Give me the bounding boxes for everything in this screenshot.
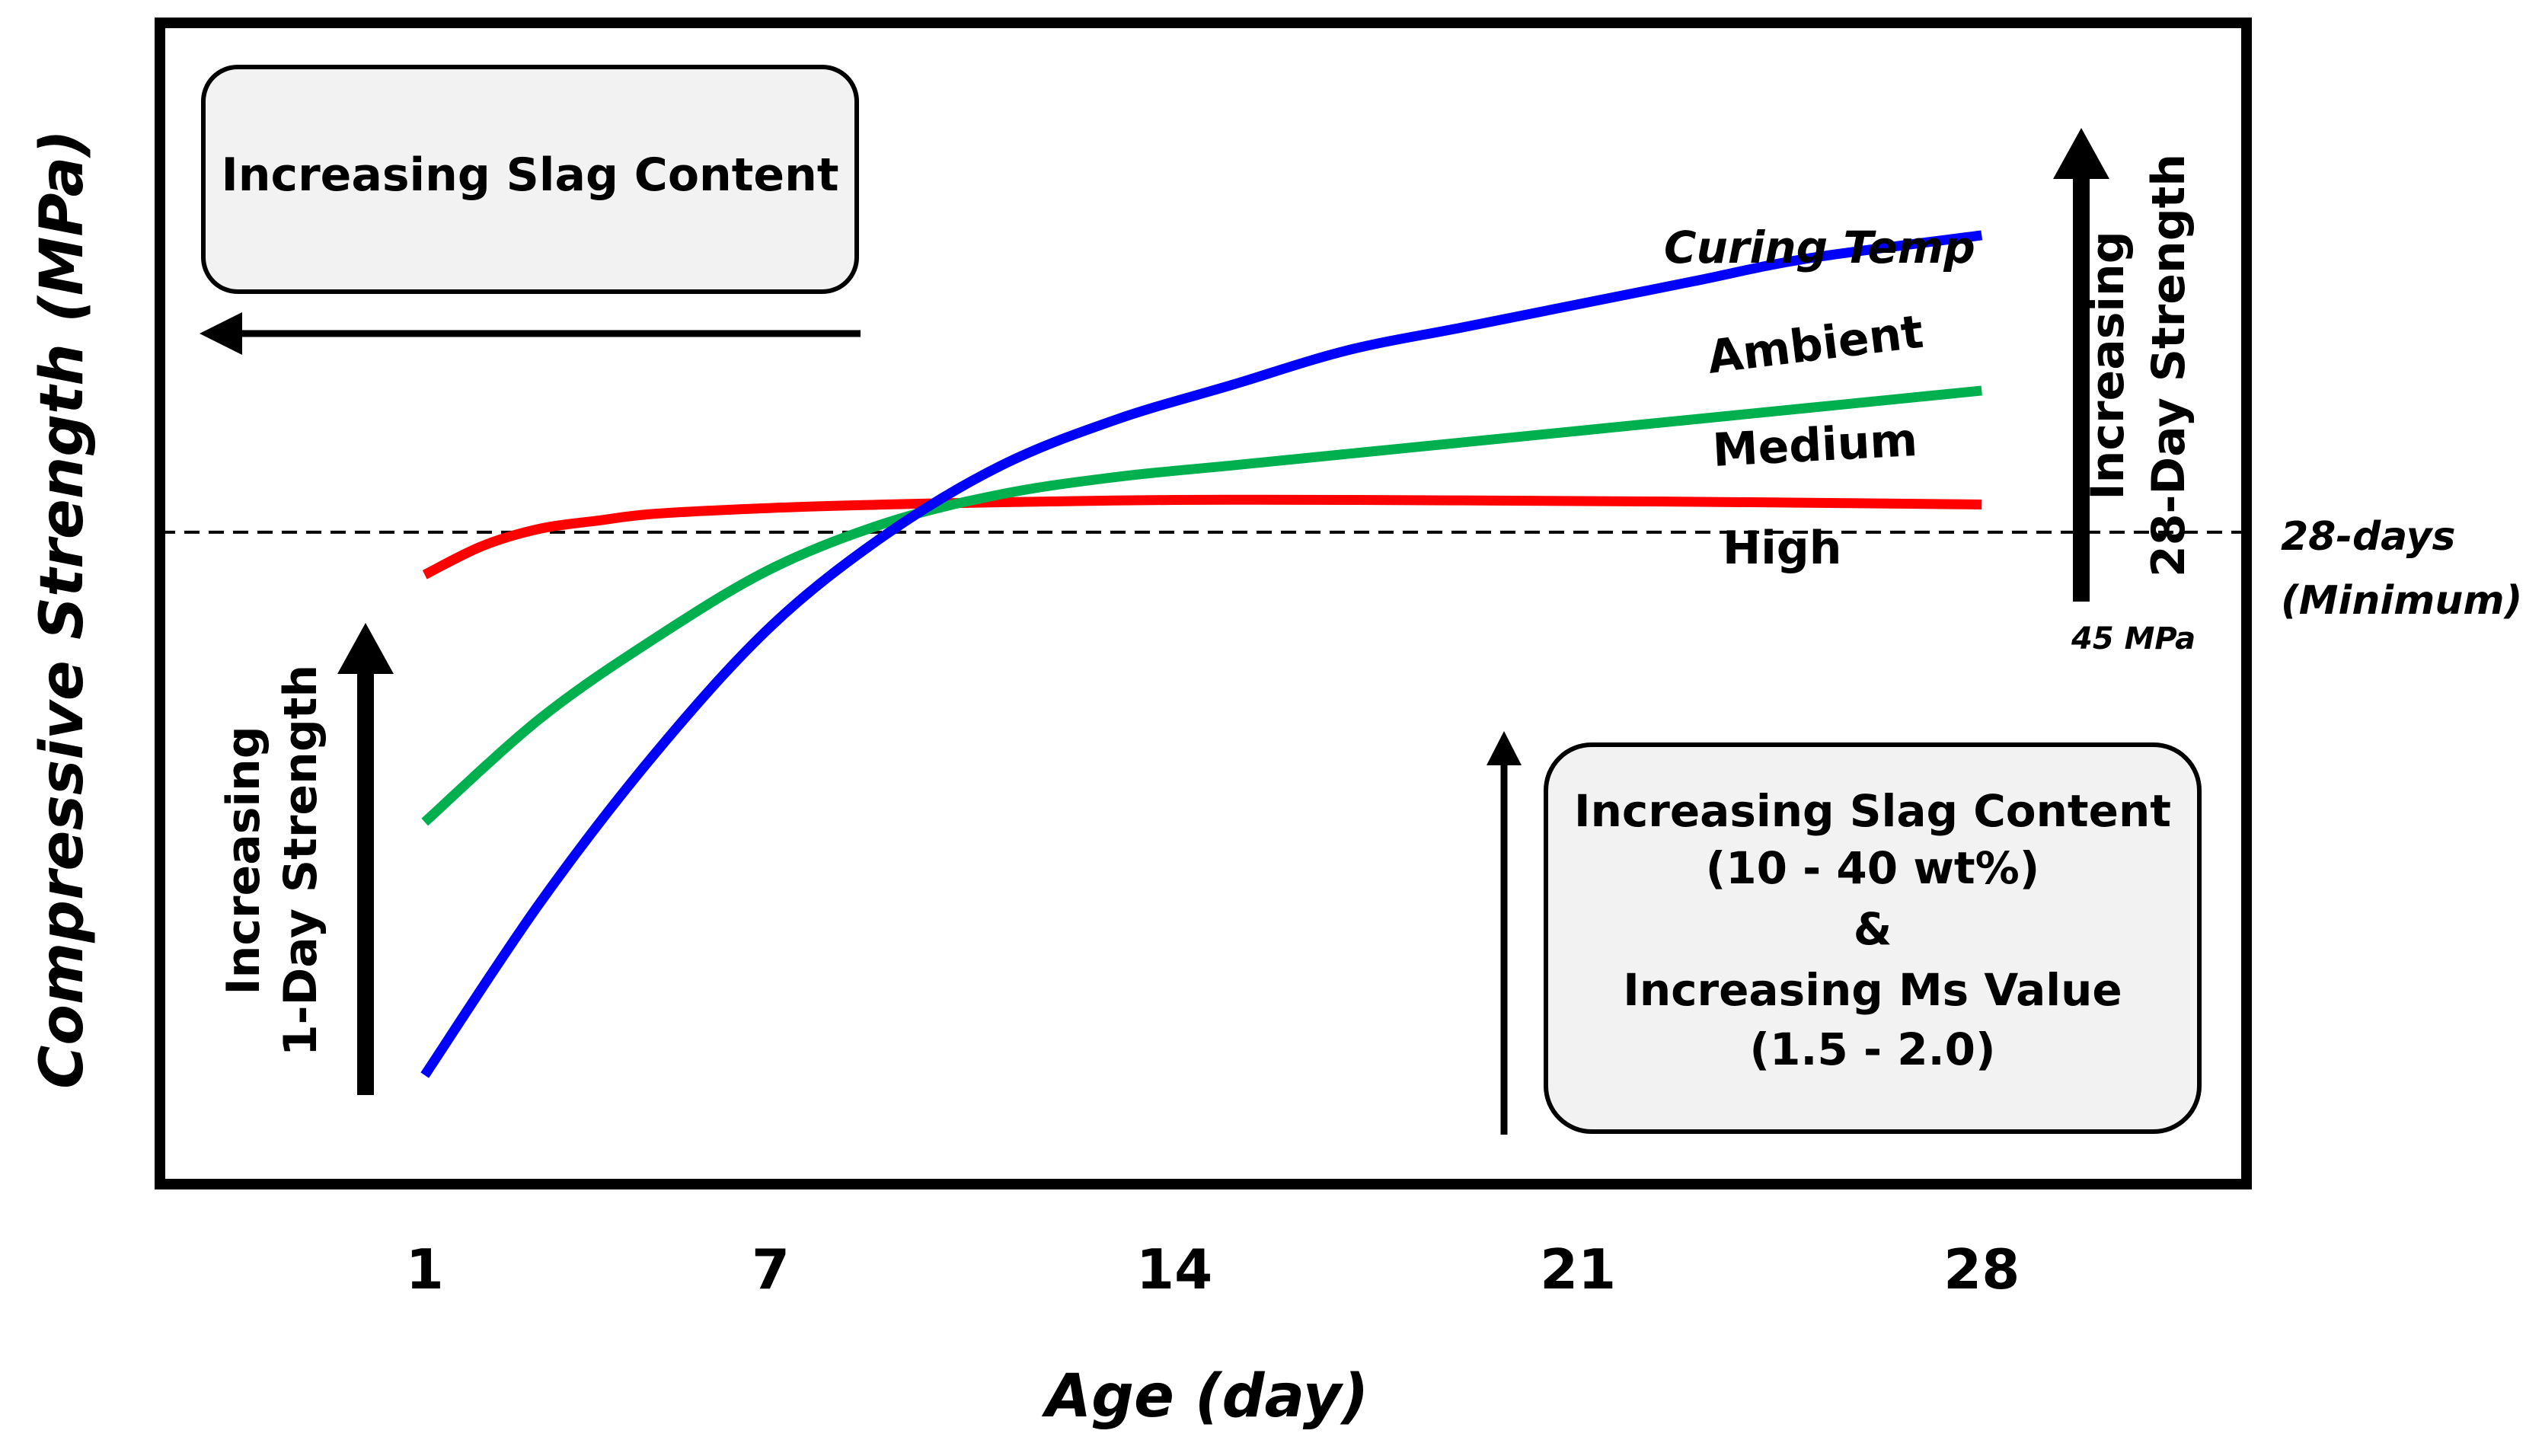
- slag-ms-box: [1544, 742, 2202, 1134]
- slag-content-box-label: Increasing Slag Content: [221, 148, 838, 202]
- series-label-medium: Medium: [1711, 413, 1918, 477]
- x-tick-label-14: 14: [1136, 1237, 1212, 1301]
- twenty-eight-day-label-line2: 28-Day Strength: [2142, 154, 2195, 577]
- x-tick-label-7: 7: [752, 1237, 790, 1301]
- y-axis-label: Compressive Strength (MPa): [28, 129, 97, 1089]
- series-line-high: [422, 494, 1982, 580]
- one-day-label-line1: Increasing: [217, 726, 270, 995]
- slag-content-box: [201, 65, 859, 294]
- series-label-high: High: [1723, 522, 1841, 575]
- slag-ms-box-line3: &: [1854, 903, 1892, 955]
- slag-arrow-left-head: [200, 312, 242, 355]
- x-tick-label-28: 28: [1943, 1237, 2020, 1301]
- x-tick-label-21: 21: [1540, 1237, 1616, 1301]
- x-tick-label-1: 1: [406, 1237, 444, 1301]
- series-line-ambient: [420, 230, 1983, 1078]
- plot-frame: [155, 18, 2252, 1189]
- one-day-arrow-head: [337, 623, 394, 674]
- one-day-label-line2: 1-Day Strength: [274, 665, 327, 1056]
- slag-ms-box-line5: (1.5 - 2.0): [1750, 1023, 1996, 1075]
- lower-up-arrow-head: [1487, 731, 1522, 765]
- x-axis-label: Age (day): [1041, 1362, 1368, 1431]
- x-tick-labels: 1 7 14 21 28: [406, 1237, 2020, 1301]
- twenty-eight-day-label-line1: Increasing: [2081, 231, 2135, 500]
- twenty-eight-day-arrow-head: [2053, 128, 2109, 179]
- slag-ms-box-line2: (10 - 40 wt%): [1706, 842, 2040, 894]
- slag-ms-box-line1: Increasing Slag Content: [1574, 785, 2171, 837]
- threshold-label-line1: 28-days: [2281, 514, 2456, 560]
- series-line-medium: [421, 385, 1982, 826]
- series-label-ambient: Ambient: [1704, 305, 1926, 385]
- legend-title: Curing Temp: [1664, 222, 1975, 273]
- threshold-label-line2: (Minimum): [2281, 578, 2522, 624]
- series-layer: [420, 230, 1983, 1078]
- slag-ms-box-line4: Increasing Ms Value: [1623, 964, 2122, 1016]
- threshold-value-label: 45 MPa: [2071, 621, 2195, 656]
